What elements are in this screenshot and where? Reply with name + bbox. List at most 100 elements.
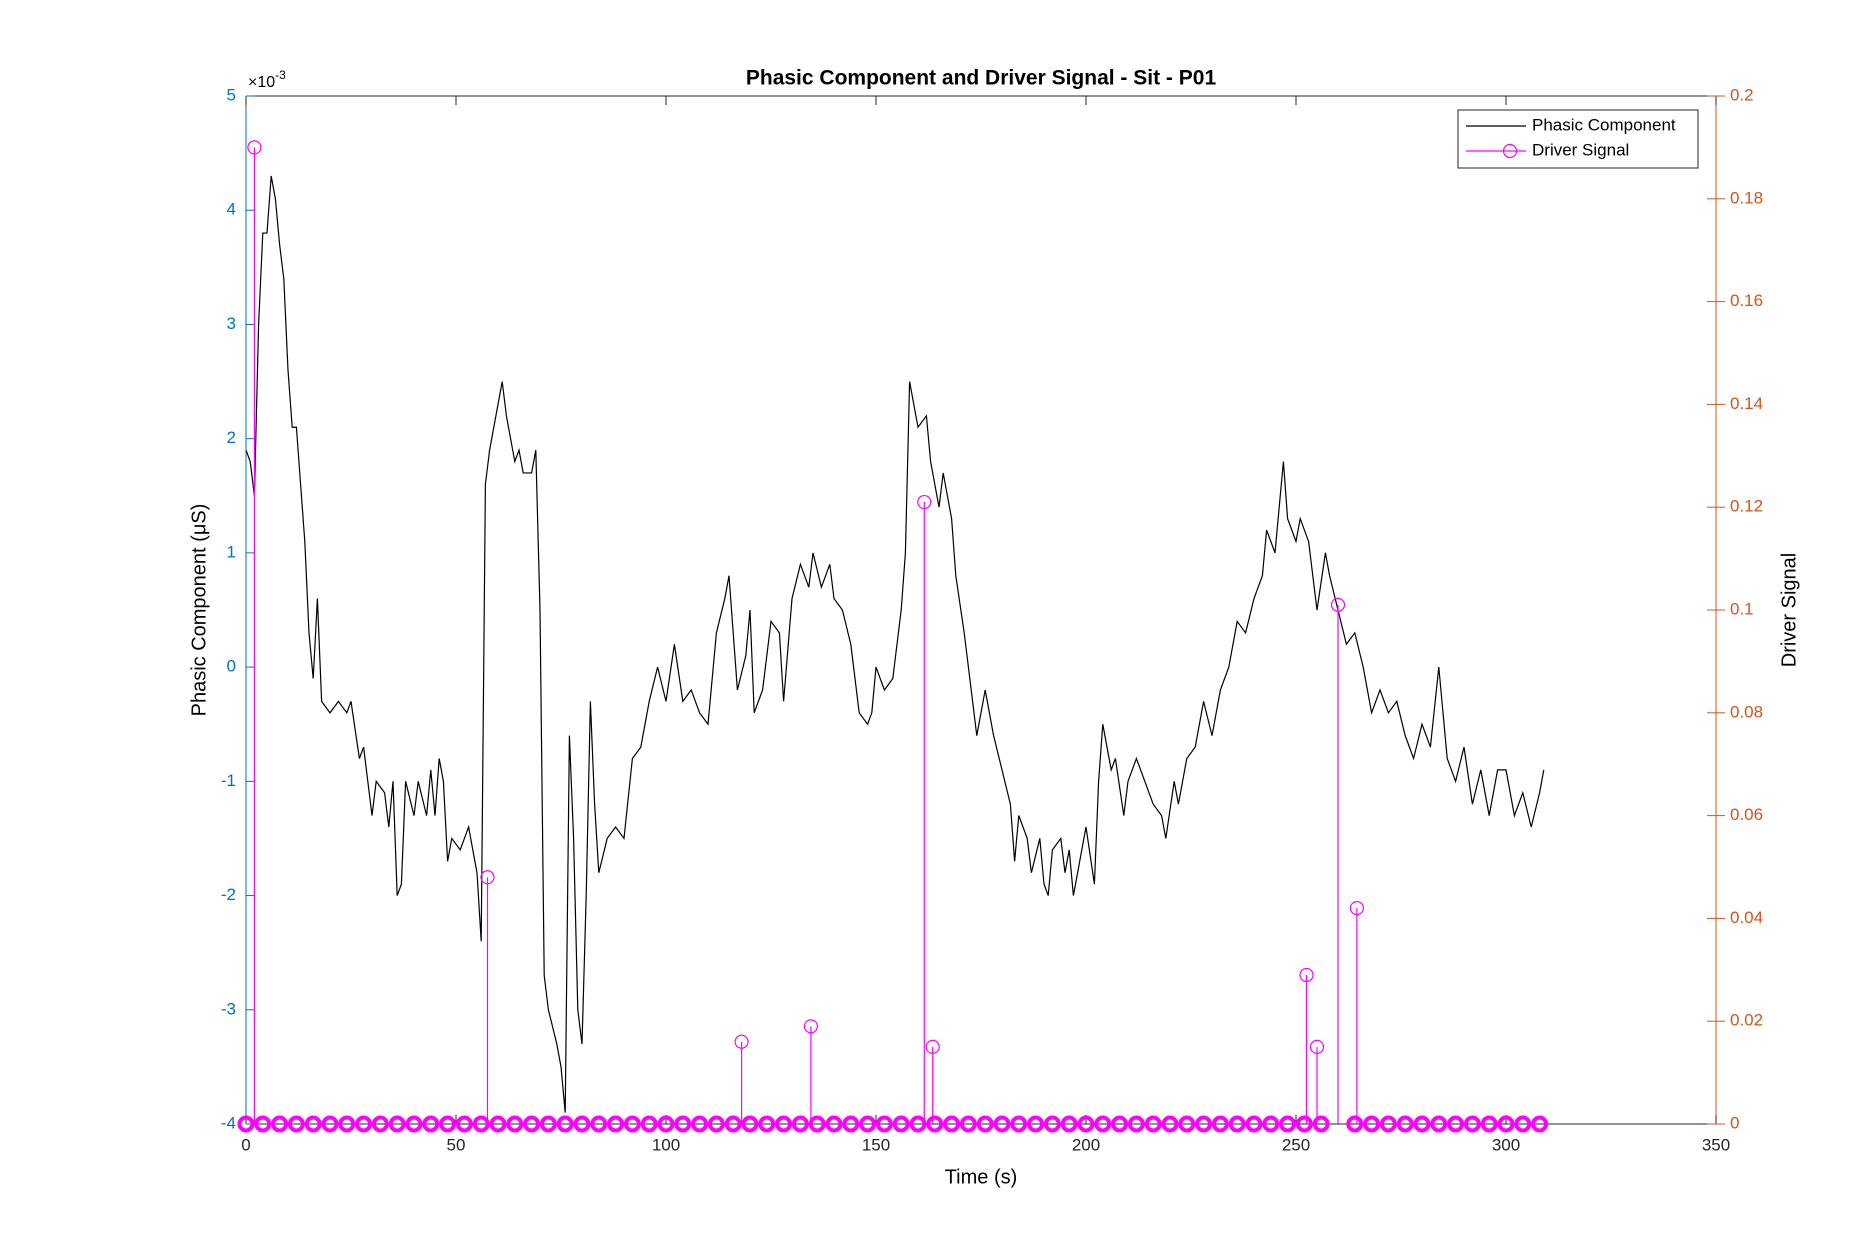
legend-marker [1502, 143, 1518, 159]
stem-marker [1195, 1115, 1213, 1133]
y-tick-label: 2 [227, 428, 236, 447]
stem-marker [1279, 1115, 1297, 1133]
stem-marker [1077, 1115, 1095, 1133]
stem-marker [1363, 1115, 1381, 1133]
legend-label: Phasic Component [1532, 115, 1676, 134]
stem-marker [1043, 1115, 1061, 1133]
y2-tick-label: 0.12 [1730, 497, 1763, 516]
stem-marker [539, 1115, 557, 1133]
y-exponent: ×10-3 [248, 68, 286, 91]
y2-tick-label: 0.18 [1730, 188, 1763, 207]
stem-marker [1379, 1115, 1397, 1133]
stem-marker [825, 1115, 843, 1133]
stem-marker [925, 1039, 940, 1055]
y-tick-label: 0 [227, 657, 236, 676]
y-tick-label: 1 [227, 542, 236, 561]
y2-tick-label: 0.02 [1730, 1011, 1763, 1030]
stem-marker [1463, 1115, 1481, 1133]
stem-marker [405, 1115, 423, 1133]
stem-marker [1060, 1115, 1078, 1133]
chart-title: Phasic Component and Driver Signal - Sit… [746, 67, 1217, 90]
y-tick-label: -2 [221, 885, 236, 904]
stem-marker [1211, 1115, 1229, 1133]
stem-marker [1330, 597, 1346, 612]
stem-marker [1262, 1115, 1280, 1133]
stem-marker [1228, 1115, 1246, 1133]
x-tick-label: 250 [1282, 1135, 1310, 1154]
stem-marker [875, 1115, 893, 1133]
stem-marker [1497, 1115, 1515, 1133]
stem-marker [455, 1115, 473, 1133]
x-tick-label: 200 [1072, 1135, 1100, 1154]
y-tick-label: -3 [221, 999, 236, 1018]
stem-marker [775, 1115, 793, 1133]
stem-marker [355, 1115, 373, 1133]
stem-marker [1309, 1039, 1325, 1055]
stem-marker [1245, 1115, 1263, 1133]
y2-tick-label: 0.2 [1730, 85, 1754, 104]
y2-tick-label: 0.08 [1730, 702, 1763, 721]
stem-marker [1111, 1115, 1129, 1133]
stem-marker [237, 1115, 255, 1133]
y-exponent-base: ×10 [248, 74, 275, 91]
stem-marker [1480, 1115, 1498, 1133]
stem-marker [1312, 1115, 1330, 1133]
stem-marker [1514, 1115, 1532, 1133]
stem-marker [287, 1115, 305, 1133]
stem-marker [741, 1115, 759, 1133]
x-tick-label: 150 [862, 1135, 890, 1154]
stem-marker [640, 1115, 658, 1133]
y-tick-label: 3 [227, 314, 236, 333]
stem-marker [1430, 1115, 1448, 1133]
stem-marker [573, 1115, 591, 1133]
stem-marker [926, 1115, 944, 1133]
stem-marker [590, 1115, 608, 1133]
y2-tick-label: 0.16 [1730, 291, 1763, 310]
stem-marker [388, 1115, 406, 1133]
stem-marker [1295, 1115, 1313, 1133]
stem-marker [623, 1115, 641, 1133]
stem-marker [976, 1115, 994, 1133]
stem-marker [1396, 1115, 1414, 1133]
stem-marker [480, 870, 495, 885]
stem-marker [1144, 1115, 1162, 1133]
stem-marker [707, 1115, 725, 1133]
y2-tick-label: 0.1 [1730, 599, 1754, 618]
x-tick-label: 50 [447, 1135, 466, 1154]
stem-marker [271, 1115, 289, 1133]
legend-box [1457, 109, 1699, 169]
x-tick-label: 0 [241, 1135, 250, 1154]
stem-marker [489, 1115, 507, 1133]
stem-marker [506, 1115, 524, 1133]
stem-marker [724, 1115, 742, 1133]
y-tick-label: 5 [227, 85, 236, 104]
stem-marker [959, 1115, 977, 1133]
stem-marker [691, 1115, 709, 1133]
stem-marker [556, 1115, 574, 1133]
stem-marker [523, 1115, 541, 1133]
stem-marker [254, 1115, 272, 1133]
stem-marker [791, 1115, 809, 1133]
phasic-line [245, 175, 1545, 1113]
stem-marker [607, 1115, 625, 1133]
stem-marker [917, 494, 932, 510]
stem-marker [1027, 1115, 1045, 1133]
x-tick-label: 100 [652, 1135, 680, 1154]
stem-marker [247, 140, 262, 155]
stem-marker [439, 1115, 457, 1133]
legend-label: Driver Signal [1532, 140, 1629, 159]
stem-marker [892, 1115, 910, 1133]
stem-marker [1349, 901, 1365, 916]
stem-marker [657, 1115, 675, 1133]
stem-marker [758, 1115, 776, 1133]
y-tick-label: 4 [227, 200, 236, 219]
stem-marker [734, 1034, 749, 1049]
stem-marker [1127, 1115, 1145, 1133]
stem-marker [1161, 1115, 1179, 1133]
stem-marker [803, 1019, 819, 1034]
stem-marker [943, 1115, 961, 1133]
stem-marker [1531, 1115, 1549, 1133]
stem-marker [1346, 1115, 1364, 1133]
y2-tick-label: 0.04 [1730, 908, 1763, 927]
